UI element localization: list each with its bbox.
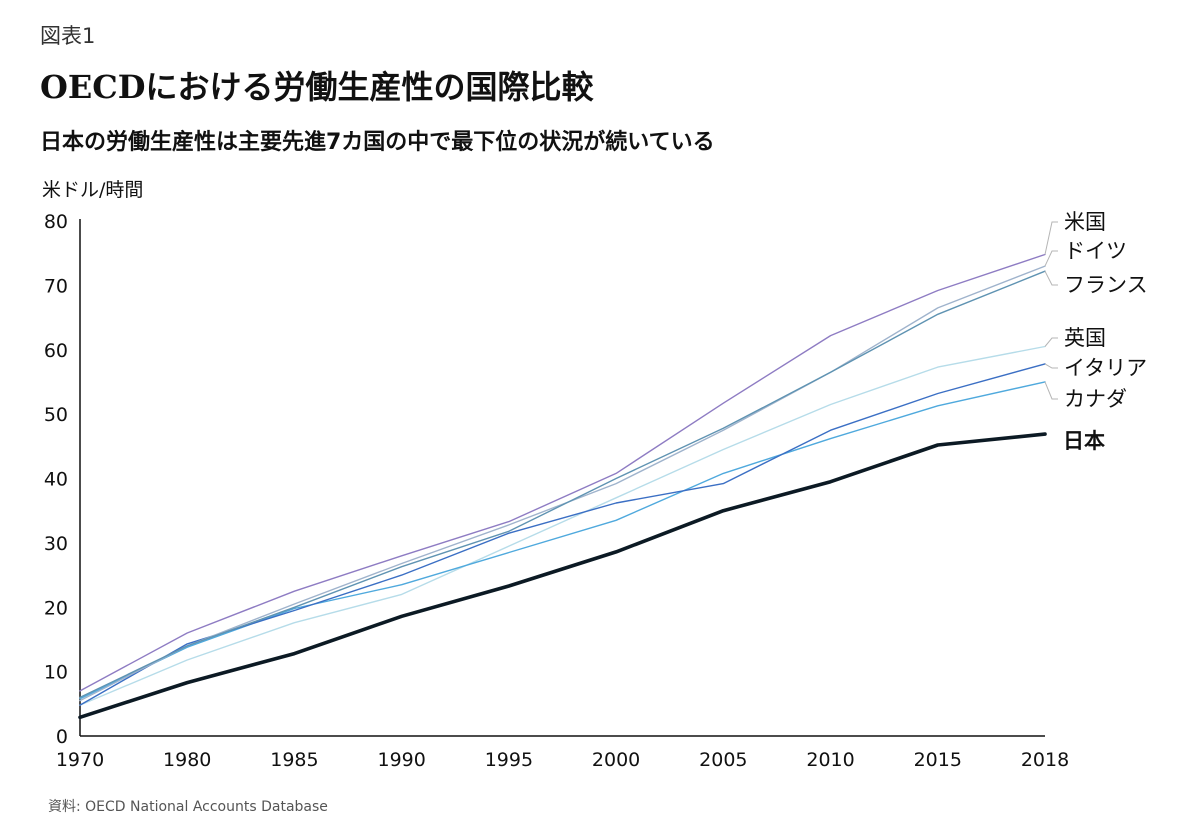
legend-leader-0	[1044, 221, 1058, 255]
y-tick-label: 30	[44, 533, 68, 555]
y-axis-label: 米ドル/時間	[42, 179, 143, 201]
y-tick-label: 50	[44, 404, 68, 426]
chart-subtitle: 日本の労働生産性は主要先進7カ国の中で最下位の状況が続いている	[40, 130, 715, 155]
legend-leader-3	[1044, 337, 1058, 347]
y-tick-label: 10	[44, 662, 68, 684]
x-tick-label: 1980	[163, 749, 211, 771]
figure-label: 図表1	[40, 24, 96, 48]
legend-label-5: カナダ	[1064, 387, 1127, 411]
legend-leader-1	[1044, 250, 1058, 267]
legend-label-2: フランス	[1064, 273, 1148, 297]
x-tick-label: 2005	[699, 749, 747, 771]
series-line-6	[78, 432, 1047, 720]
legend-leader-4	[1044, 363, 1058, 369]
series-lines	[78, 253, 1047, 720]
x-tick-label: 1990	[377, 749, 425, 771]
x-tick-label: 2010	[806, 749, 854, 771]
y-tick-label: 80	[44, 211, 68, 233]
y-tick-label: 0	[56, 726, 68, 748]
legend-label-4: イタリア	[1064, 356, 1147, 380]
y-tick-labels: 0 10 20 30 40 50 60 70 80	[44, 211, 68, 748]
series-line-3	[79, 345, 1046, 706]
y-tick-label: 40	[44, 469, 68, 491]
chart-title: OECDにおける労働生産性の国際比較	[40, 68, 594, 106]
y-tick-label: 20	[44, 597, 68, 619]
legend-leader-5	[1044, 381, 1058, 400]
x-tick-label: 1970	[56, 749, 104, 771]
series-line-4	[79, 363, 1046, 706]
x-tick-label: 2000	[592, 749, 640, 771]
legend-label-0: 米国	[1064, 210, 1106, 234]
series-line-2	[79, 270, 1046, 699]
legend-label-1: ドイツ	[1064, 239, 1127, 263]
x-tick-label: 2018	[1021, 749, 1069, 771]
source-note: 資料: OECD National Accounts Database	[48, 799, 328, 815]
y-tick-label: 70	[44, 275, 68, 297]
series-line-0	[79, 253, 1046, 692]
x-tick-label: 1985	[270, 749, 318, 771]
series-line-5	[79, 381, 1046, 700]
x-tick-label: 1995	[485, 749, 533, 771]
legend-leader-2	[1044, 270, 1058, 286]
legend-label-3: 英国	[1064, 326, 1106, 350]
y-tick-label: 60	[44, 340, 68, 362]
series-line-1	[79, 265, 1046, 702]
x-tick-label: 2015	[914, 749, 962, 771]
x-tick-labels: 1970 1980 1985 1990 1995 2000 2005 2010 2015 2018	[56, 749, 1069, 771]
legend-label-6: 日本	[1063, 429, 1105, 453]
